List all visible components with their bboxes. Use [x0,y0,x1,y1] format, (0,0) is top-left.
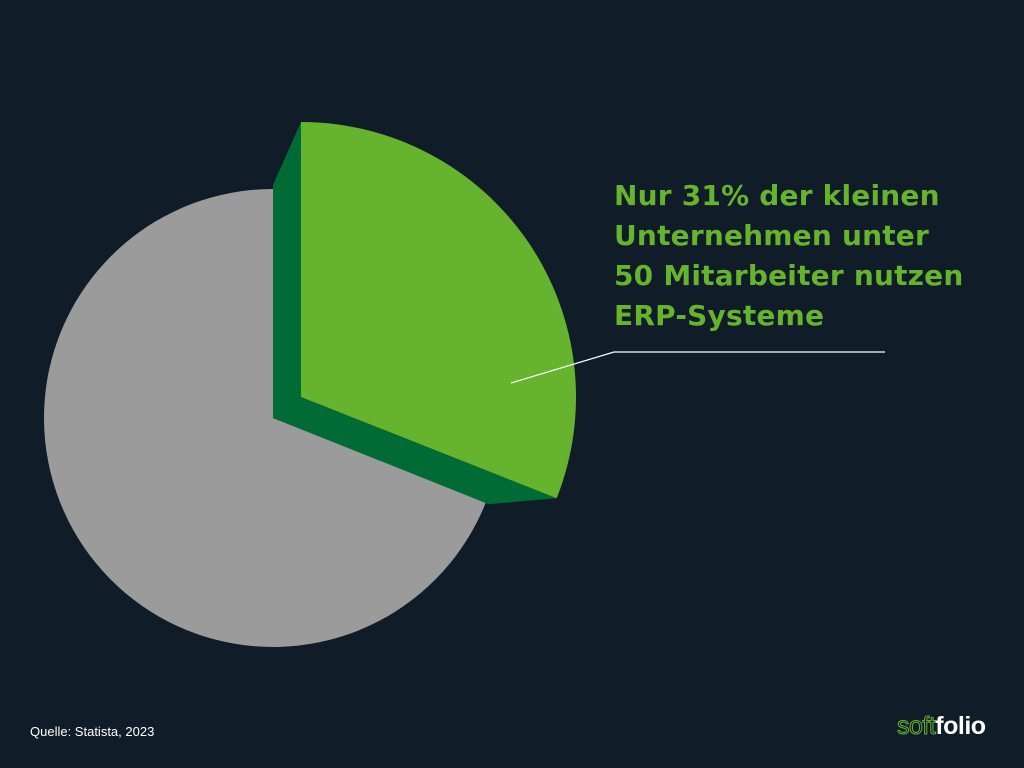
annotation-line-4: ERP-Systeme [614,299,825,332]
annotation-leader-line [510,351,885,384]
pie-slice-rest [44,189,486,647]
source-note: Quelle: Statista, 2023 [30,724,155,739]
annotation-line-2: Unternehmen unter [614,219,930,252]
annotation-line-3: 50 Mitarbeiter nutzen [614,259,964,292]
logo-part-soft: soft [896,712,936,741]
chart-annotation: Nur 31% der kleinen Unternehmen unter 50… [614,176,964,336]
logo-part-folio: folio [935,712,986,740]
softfolio-logo: softfolio [896,712,986,741]
annotation-line-1: Nur 31% der kleinen [614,179,940,212]
pie-slice-erp [301,122,576,499]
